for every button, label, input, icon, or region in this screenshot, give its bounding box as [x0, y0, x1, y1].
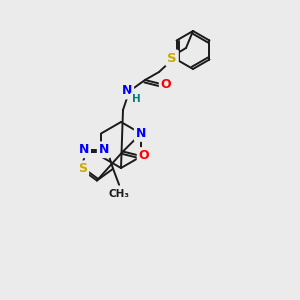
Text: S: S — [167, 52, 177, 64]
Text: H: H — [132, 94, 140, 104]
Text: O: O — [139, 149, 149, 162]
Text: N: N — [99, 143, 109, 156]
Text: S: S — [78, 162, 87, 175]
Text: O: O — [161, 77, 171, 91]
Text: N: N — [122, 85, 132, 98]
Text: N: N — [136, 127, 146, 140]
Text: CH₃: CH₃ — [109, 189, 130, 199]
Text: N: N — [79, 143, 89, 156]
